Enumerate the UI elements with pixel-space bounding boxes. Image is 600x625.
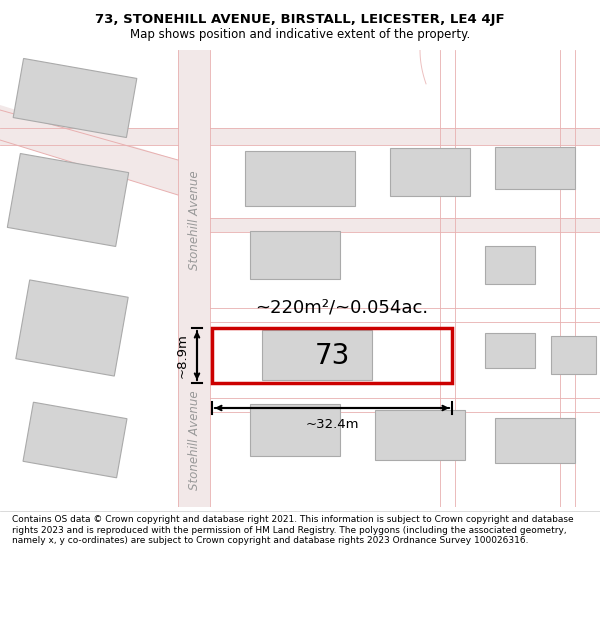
Text: ~32.4m: ~32.4m <box>305 418 359 431</box>
Polygon shape <box>495 147 575 189</box>
Text: Contains OS data © Crown copyright and database right 2021. This information is : Contains OS data © Crown copyright and d… <box>12 515 574 545</box>
Polygon shape <box>262 330 372 380</box>
Text: 73, STONEHILL AVENUE, BIRSTALL, LEICESTER, LE4 4JF: 73, STONEHILL AVENUE, BIRSTALL, LEICESTE… <box>95 12 505 26</box>
Polygon shape <box>250 231 340 279</box>
Polygon shape <box>485 246 535 284</box>
Polygon shape <box>0 105 178 195</box>
Polygon shape <box>390 148 470 196</box>
Polygon shape <box>13 59 137 138</box>
Text: ~220m²/~0.054ac.: ~220m²/~0.054ac. <box>256 298 428 316</box>
Polygon shape <box>23 402 127 478</box>
Polygon shape <box>16 280 128 376</box>
Text: ~8.9m: ~8.9m <box>176 333 189 378</box>
Polygon shape <box>245 151 355 206</box>
Text: Map shows position and indicative extent of the property.: Map shows position and indicative extent… <box>130 28 470 41</box>
Polygon shape <box>375 410 465 460</box>
Polygon shape <box>551 336 595 374</box>
Text: Stonehill Avenue: Stonehill Avenue <box>187 390 200 490</box>
Polygon shape <box>485 332 535 367</box>
Text: Stonehill Avenue: Stonehill Avenue <box>187 170 200 270</box>
Polygon shape <box>250 404 340 456</box>
Polygon shape <box>0 128 600 145</box>
Text: 73: 73 <box>314 341 350 369</box>
Polygon shape <box>178 50 210 507</box>
Polygon shape <box>495 418 575 462</box>
Polygon shape <box>210 218 600 232</box>
Polygon shape <box>7 154 128 246</box>
